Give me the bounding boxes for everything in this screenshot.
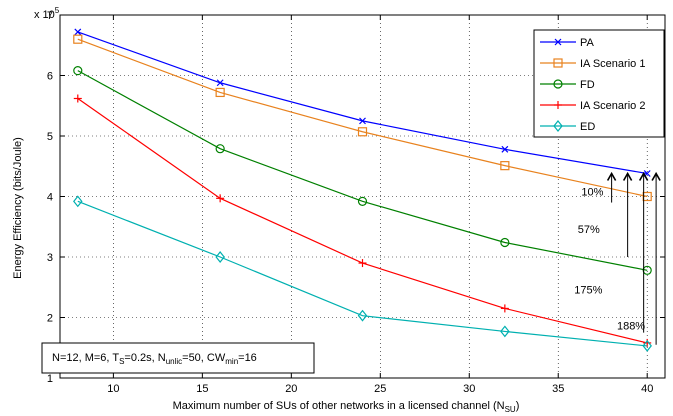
legend-item: ED [540, 120, 595, 133]
legend-item: PA [540, 37, 595, 49]
data-point [359, 117, 366, 125]
annotation-label: 188% [617, 321, 645, 333]
improvement-arrow [638, 171, 649, 333]
y-tick-label: 1 [47, 373, 53, 385]
improvement-arrow [622, 171, 633, 257]
series-line [77, 38, 648, 198]
data-point [216, 79, 224, 87]
series-line [77, 70, 648, 271]
data-point [500, 304, 509, 313]
y-axis-label: Energy Efficiency (bits/Joule) [12, 137, 24, 279]
x-tick-label: 40 [641, 383, 653, 395]
x-tick-label: 20 [285, 383, 297, 395]
data-point [642, 339, 652, 352]
y-multiplier: x 105 [34, 6, 60, 21]
y-tick-label: 3 [47, 252, 53, 264]
data-point [215, 144, 225, 154]
annotation-label: 10% [581, 186, 603, 198]
data-point [73, 94, 82, 103]
data-point [215, 251, 225, 263]
x-tick-label: 30 [463, 383, 475, 395]
legend-item: FD [540, 79, 595, 91]
series-group [73, 28, 652, 352]
data-point [500, 161, 510, 171]
legend-label: FD [580, 79, 595, 91]
x-tick-label: 35 [552, 383, 564, 395]
legend-item: IA Scenario 1 [540, 58, 645, 70]
annotation-label: 57% [578, 224, 600, 236]
parameter-text: N=12, M=6, TS=0.2s, Nunlic=50, CWmin=16 [52, 352, 257, 366]
y-tick-label: 5 [47, 131, 53, 143]
improvement-arrow [651, 171, 661, 345]
series-pa [74, 28, 651, 177]
y-tick-label: 4 [47, 192, 53, 204]
x-tick-label: 10 [107, 383, 119, 395]
annotation-group: 10% 57% 175% 188% [574, 171, 661, 345]
data-point [216, 194, 225, 203]
data-point [215, 87, 225, 98]
legend-item: IA Scenario 2 [540, 100, 645, 112]
data-point [357, 196, 368, 206]
data-point [554, 101, 562, 109]
legend-label: IA Scenario 2 [580, 100, 645, 112]
x-tick-label: 25 [374, 383, 386, 395]
data-point [73, 195, 83, 208]
series-fd [73, 66, 652, 275]
legend: PA IA Scenario 1 FD IA Scenario 2 ED [533, 29, 665, 138]
series-ed [73, 195, 652, 352]
y-tick-label: 6 [47, 71, 53, 83]
tick-group: 10 15 20 25 30 35 40 1 2 3 4 5 6 7 [47, 10, 665, 395]
improvement-arrow [606, 171, 617, 203]
legend-label: ED [580, 121, 595, 133]
y-tick-label: 2 [47, 313, 53, 325]
data-point [553, 79, 563, 89]
data-point [553, 120, 563, 132]
data-point [554, 38, 562, 46]
parameter-box: N=12, M=6, TS=0.2s, Nunlic=50, CWmin=16 [41, 342, 315, 374]
series-line [77, 200, 648, 347]
x-axis-label: Maximum number of SUs of other networks … [173, 400, 520, 414]
y-tick-label: 7 [47, 10, 53, 22]
data-point [74, 28, 82, 36]
data-point [500, 325, 510, 338]
data-point [553, 58, 563, 68]
data-point [501, 145, 509, 153]
data-point [73, 34, 83, 44]
data-point [357, 309, 368, 322]
annotation-label: 175% [574, 284, 602, 296]
data-point [500, 237, 510, 248]
data-point [73, 66, 83, 76]
data-point [357, 127, 368, 137]
data-point [358, 259, 367, 268]
legend-label: IA Scenario 1 [580, 58, 645, 70]
legend-label: PA [580, 37, 595, 49]
x-tick-label: 15 [196, 383, 208, 395]
